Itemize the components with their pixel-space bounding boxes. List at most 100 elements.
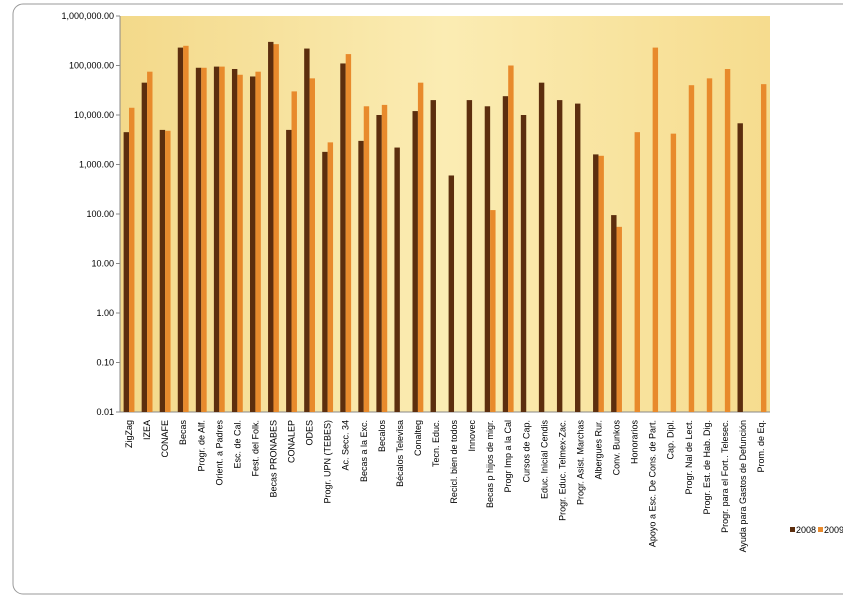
bar <box>508 65 514 412</box>
legend-swatch <box>818 527 823 532</box>
bar <box>219 66 225 412</box>
bar <box>268 41 274 412</box>
bar <box>430 100 436 413</box>
bar <box>309 78 315 412</box>
x-tick-label: CONAFE <box>160 420 170 458</box>
bar <box>201 67 207 412</box>
bar <box>237 74 243 412</box>
bar <box>286 129 292 412</box>
x-tick-label: Cap. Dipl. <box>666 420 676 460</box>
bar <box>147 71 153 412</box>
bar <box>737 123 743 413</box>
bar <box>616 226 622 412</box>
y-tick-label: 0.01 <box>96 407 114 417</box>
x-tick-label: Progr. para el Fort.. Telesec. <box>720 420 730 533</box>
bar <box>490 210 496 412</box>
bar <box>556 100 563 413</box>
x-tick-label: Progr. Asist. Marchas <box>575 420 585 506</box>
bar <box>322 151 328 412</box>
x-tick-label: Apoyo a Esc. De Cons. de Part. <box>648 420 658 547</box>
x-tick-label: Ayuda para Gastos de Defunción <box>738 420 748 552</box>
x-tick-label: CONALEP <box>287 420 297 463</box>
bar <box>484 106 491 413</box>
y-tick-label: 0.10 <box>96 358 114 368</box>
bar <box>448 175 455 412</box>
bar <box>670 133 677 412</box>
bar <box>502 96 509 413</box>
bar <box>304 48 310 412</box>
bar <box>652 47 659 412</box>
bar <box>598 155 604 412</box>
x-tick-label: Educ. Inicial Cendis <box>539 420 549 500</box>
bar <box>340 63 346 413</box>
x-tick-label: Becas p hijos de migr. <box>485 420 495 508</box>
x-tick-label: Honorarios <box>630 420 640 465</box>
bar <box>724 68 731 412</box>
bar <box>183 45 189 412</box>
legend-label: 2008 <box>796 525 816 535</box>
bar <box>412 111 418 412</box>
plot-area <box>120 16 770 412</box>
x-tick-label: ZigZag <box>124 420 134 448</box>
x-tick-label: Progr. Nal de Lect. <box>684 420 694 495</box>
bar <box>195 67 202 412</box>
x-tick-label: Becalos <box>377 420 387 453</box>
x-tick-label: Becas PRONABES <box>268 420 278 498</box>
bar <box>159 129 166 412</box>
bar <box>376 115 382 412</box>
bar <box>358 140 364 412</box>
x-tick-label: Progr. de Alf. <box>196 420 206 472</box>
bar <box>363 106 370 413</box>
bar <box>327 142 334 413</box>
bar <box>520 115 527 412</box>
bar <box>123 132 130 412</box>
x-tick-label: Progr. UPN (TEBES) <box>323 420 333 504</box>
x-tick-label: Progr. Educ. Telmex-Zac. <box>557 420 567 521</box>
x-tick-label: Recicl. bien de todos <box>449 420 459 504</box>
x-tick-label: IZEA <box>142 420 152 440</box>
bar <box>575 103 581 413</box>
x-tick-label: Progr. Est. de Hab. Dig. <box>702 420 712 515</box>
bar <box>273 44 279 413</box>
bar <box>231 68 238 412</box>
bar <box>129 107 135 412</box>
bar <box>706 78 713 412</box>
bar <box>345 54 352 413</box>
x-tick-label: Conv. Bunkos <box>612 420 622 476</box>
y-tick-label: 10,000.00 <box>74 110 114 120</box>
bar <box>213 66 220 412</box>
x-tick-label: Orient. a Padres <box>214 420 224 486</box>
bar <box>394 147 400 412</box>
bar <box>593 154 599 412</box>
x-tick-label: Becas a la Exc. <box>359 420 369 482</box>
x-tick-label: Esc. de Cal. <box>232 420 242 469</box>
y-tick-label: 1.00 <box>96 308 114 318</box>
x-tick-label: Ac. Secc. 34 <box>341 420 351 471</box>
bar <box>611 215 617 412</box>
bar <box>177 47 184 412</box>
bar <box>250 76 256 413</box>
legend-swatch <box>790 527 795 532</box>
legend-label: 2009 <box>824 525 843 535</box>
y-tick-label: 100,000.00 <box>69 61 114 71</box>
bar <box>165 130 171 412</box>
bar <box>634 132 640 412</box>
x-tick-label: Innovec <box>467 420 477 452</box>
bar <box>688 85 695 412</box>
x-tick-label: Progr Imp a la Cal <box>503 420 513 493</box>
x-tick-label: Bécalos Televisa <box>395 420 405 487</box>
bar <box>291 91 297 412</box>
x-tick-label: Becas <box>178 420 188 446</box>
bar <box>381 104 388 412</box>
y-tick-label: 10.00 <box>91 259 114 269</box>
y-tick-label: 1,000,000.00 <box>61 11 114 21</box>
bar <box>466 100 473 413</box>
x-tick-label: Fest. del Folk. <box>250 420 260 477</box>
bar <box>538 82 545 412</box>
y-tick-label: 1,000.00 <box>79 160 114 170</box>
bar <box>255 71 261 412</box>
x-tick-label: Tecn. Educ. <box>431 420 441 467</box>
x-tick-label: Albergues Rur. <box>593 420 603 480</box>
x-tick-label: Prom. de Eq. <box>756 420 766 473</box>
